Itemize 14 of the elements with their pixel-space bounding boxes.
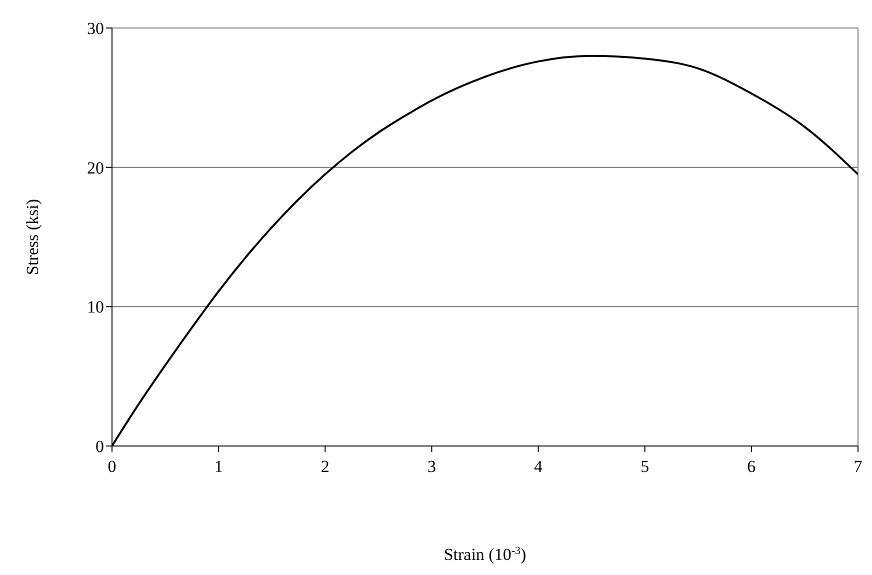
y-tick-label: 0: [96, 437, 104, 456]
x-axis-title: Strain (10$^{-3}$): [444, 545, 526, 564]
y-axis-title: Stress (ksi): [23, 198, 42, 276]
x-tick-label: 5: [640, 457, 650, 476]
x-tick-label: 2: [320, 457, 330, 476]
y-tick-label: 20: [87, 158, 104, 178]
x-tick-label: 0: [108, 457, 116, 476]
y-tick-label: 30: [87, 19, 104, 38]
x-tick-label: 3: [427, 457, 436, 476]
x-tick-label: 7: [854, 457, 863, 476]
x-tick-label: 4: [534, 457, 544, 476]
x-tick-label: 6: [747, 457, 756, 476]
y-tick-label: 10: [87, 298, 104, 317]
x-tick-label: 1: [214, 457, 223, 476]
